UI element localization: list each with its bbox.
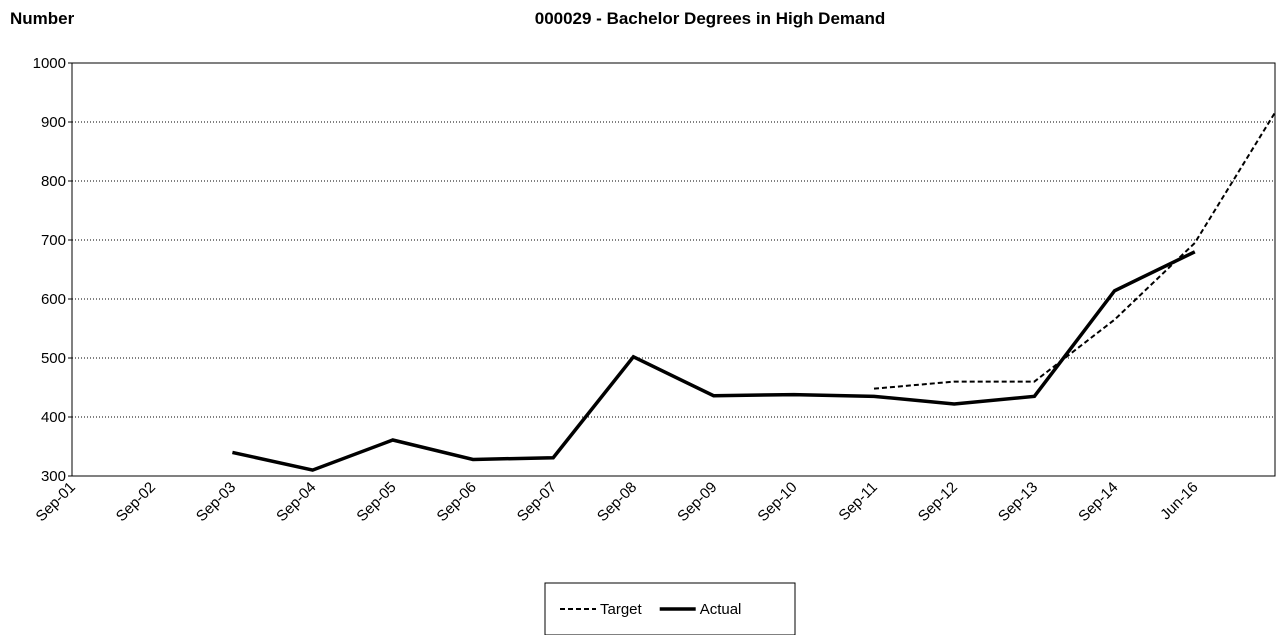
x-tick-label: Sep-02 (113, 479, 159, 525)
x-tick-label: Jun-16 (1157, 479, 1201, 523)
chart-title: 000029 - Bachelor Degrees in High Demand (535, 9, 886, 28)
y-tick-label: 800 (41, 173, 66, 190)
x-tick-label: Sep-01 (33, 479, 79, 525)
y-tick-label: 700 (41, 232, 66, 249)
x-tick-label: Sep-05 (353, 479, 399, 525)
y-tick-label: 500 (41, 350, 66, 367)
x-tick-label: Sep-13 (995, 479, 1041, 525)
y-tick-label: 300 (41, 468, 66, 485)
legend-label: Target (600, 601, 643, 618)
y-tick-label: 600 (41, 291, 66, 308)
x-tick-label: Sep-08 (594, 479, 640, 525)
y-tick-label: 1000 (33, 55, 66, 72)
x-tick-label: Sep-11 (835, 479, 880, 524)
x-tick-label: Sep-14 (1075, 479, 1121, 525)
series-line (873, 112, 1276, 390)
x-tick-label: Sep-10 (754, 479, 800, 525)
legend-label: Actual (700, 601, 742, 618)
series-line (232, 250, 1196, 472)
y-tick-label: 400 (41, 409, 66, 426)
x-tick-label: Sep-03 (193, 479, 239, 525)
x-tick-label: Sep-09 (674, 479, 720, 525)
plot-area (71, 62, 1276, 477)
x-tick-label: Sep-12 (915, 479, 961, 525)
x-tick-label: Sep-07 (514, 479, 560, 525)
y-tick-label: 900 (41, 114, 66, 131)
y-axis-label: Number (10, 9, 75, 28)
x-tick-label: Sep-04 (273, 479, 319, 525)
x-tick-label: Sep-06 (434, 479, 480, 525)
